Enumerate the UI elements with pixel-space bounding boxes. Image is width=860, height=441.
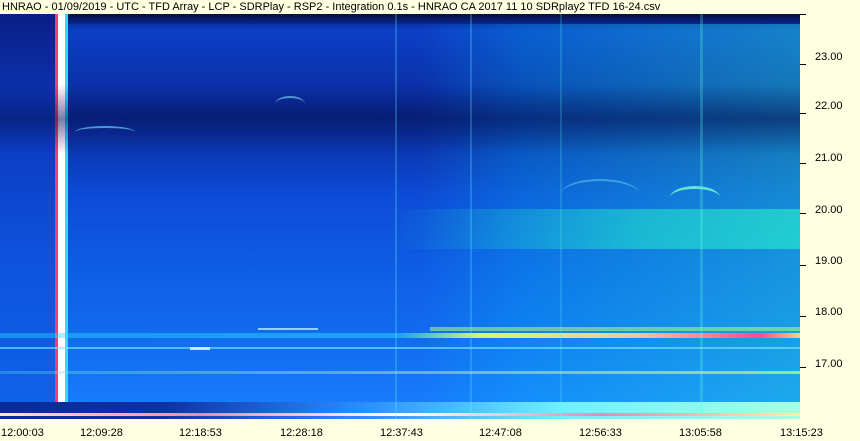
heatmap-bright-region: [390, 209, 800, 249]
data-gap: [58, 14, 65, 419]
heatmap-dark-band: [0, 84, 800, 154]
y-axis: [800, 14, 860, 419]
y-tick-label: 19.00: [815, 255, 843, 267]
y-tick: [800, 213, 806, 214]
y-tick: [800, 163, 806, 164]
y-tick-label: 22.00: [815, 100, 843, 112]
emission-line-17-2: [0, 347, 800, 349]
x-tick-label: 12:47:08: [479, 427, 522, 439]
y-tick-label: 17.00: [815, 358, 843, 370]
y-tick-label: 23.00: [815, 51, 843, 63]
y-tick: [800, 367, 806, 368]
heatmap-top-band: [0, 14, 800, 24]
x-tick-label: 12:18:53: [179, 427, 222, 439]
heatmap-left-region: [0, 14, 55, 419]
heatmap-bottom-band: [0, 402, 800, 419]
x-tick-label: 13:15:23: [780, 427, 823, 439]
burst-dash: [258, 328, 318, 330]
window-title: HNRAO - 01/09/2019 - UTC - TFD Array - L…: [0, 0, 860, 14]
heatmap-streak: [470, 14, 472, 419]
data-gap-marker-left: [55, 14, 58, 419]
y-tick-label: 20.00: [815, 204, 843, 216]
data-gap-marker-right: [65, 14, 68, 419]
x-tick-label: 12:37:43: [380, 427, 423, 439]
x-tick-label: 12:09:28: [80, 427, 123, 439]
x-tick-label: 12:56:33: [579, 427, 622, 439]
heatmap-streak: [700, 14, 703, 419]
heatmap-bottom-line: [0, 413, 800, 416]
heatmap-streak: [395, 14, 397, 419]
burst-spot: [190, 347, 210, 350]
emission-line-17-6: [0, 333, 800, 338]
x-tick-label: 13:05:58: [679, 427, 722, 439]
x-axis: [0, 419, 860, 441]
x-tick-label: 12:00:03: [1, 427, 44, 439]
y-tick: [800, 14, 806, 15]
spectrogram-heatmap[interactable]: [0, 14, 800, 419]
emission-line-17-7: [430, 327, 800, 331]
y-tick-label: 18.00: [815, 306, 843, 318]
burst-arc-1: [75, 126, 135, 138]
y-tick-label: 21.00: [815, 152, 843, 164]
burst-arc-3: [670, 186, 720, 209]
y-tick: [800, 64, 806, 65]
burst-arc-4: [560, 179, 640, 211]
burst-arc-2: [275, 96, 305, 112]
y-tick: [800, 316, 806, 317]
y-tick: [800, 113, 806, 114]
x-tick-label: 12:28:18: [280, 427, 323, 439]
heatmap-streak: [560, 14, 562, 419]
y-tick: [800, 265, 806, 266]
emission-line-16-9: [0, 371, 800, 374]
